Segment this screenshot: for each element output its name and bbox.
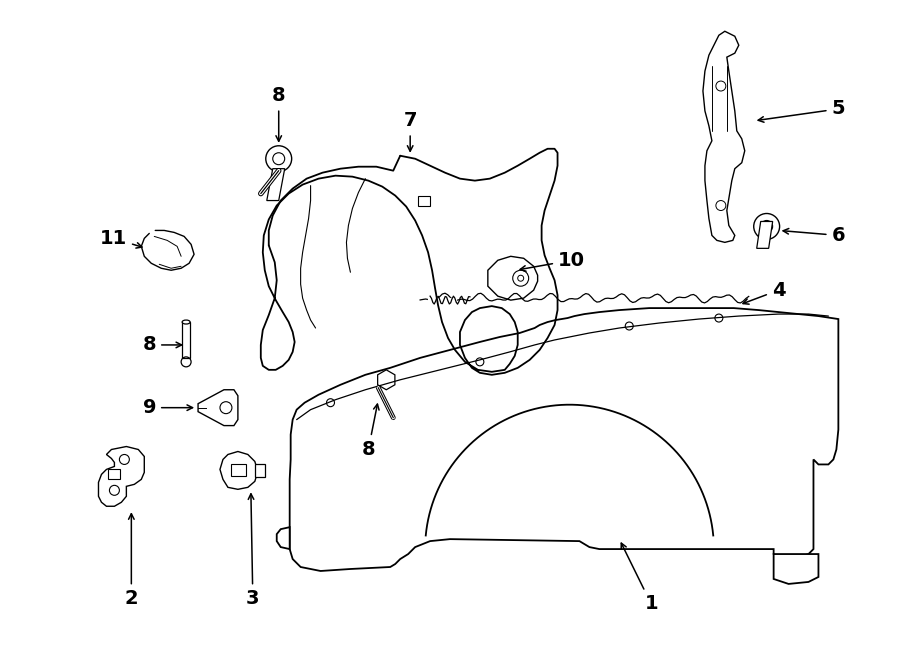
Polygon shape — [276, 527, 290, 549]
Polygon shape — [98, 447, 144, 506]
Polygon shape — [266, 169, 284, 200]
Polygon shape — [774, 554, 818, 584]
Text: 10: 10 — [520, 251, 585, 271]
Text: 8: 8 — [142, 335, 182, 354]
Text: 8: 8 — [272, 87, 285, 141]
Polygon shape — [290, 308, 839, 571]
Polygon shape — [703, 31, 745, 243]
Polygon shape — [757, 221, 772, 249]
Text: 9: 9 — [142, 398, 193, 417]
Text: 1: 1 — [621, 543, 658, 613]
Text: 5: 5 — [758, 99, 845, 122]
Polygon shape — [488, 256, 537, 300]
Circle shape — [266, 147, 291, 171]
Text: 7: 7 — [403, 112, 417, 151]
Ellipse shape — [182, 320, 190, 324]
Text: 11: 11 — [100, 229, 142, 248]
Text: 4: 4 — [743, 281, 786, 304]
Text: 8: 8 — [362, 404, 379, 459]
Polygon shape — [198, 390, 238, 426]
Bar — [231, 465, 246, 477]
Polygon shape — [378, 370, 395, 390]
Polygon shape — [220, 451, 257, 489]
Bar — [418, 196, 430, 206]
Polygon shape — [255, 465, 265, 477]
Text: 3: 3 — [246, 494, 259, 608]
Polygon shape — [182, 322, 190, 358]
Circle shape — [266, 146, 292, 172]
Text: 2: 2 — [124, 514, 139, 608]
Bar — [108, 469, 121, 479]
Circle shape — [753, 214, 779, 239]
Text: 6: 6 — [783, 226, 845, 245]
